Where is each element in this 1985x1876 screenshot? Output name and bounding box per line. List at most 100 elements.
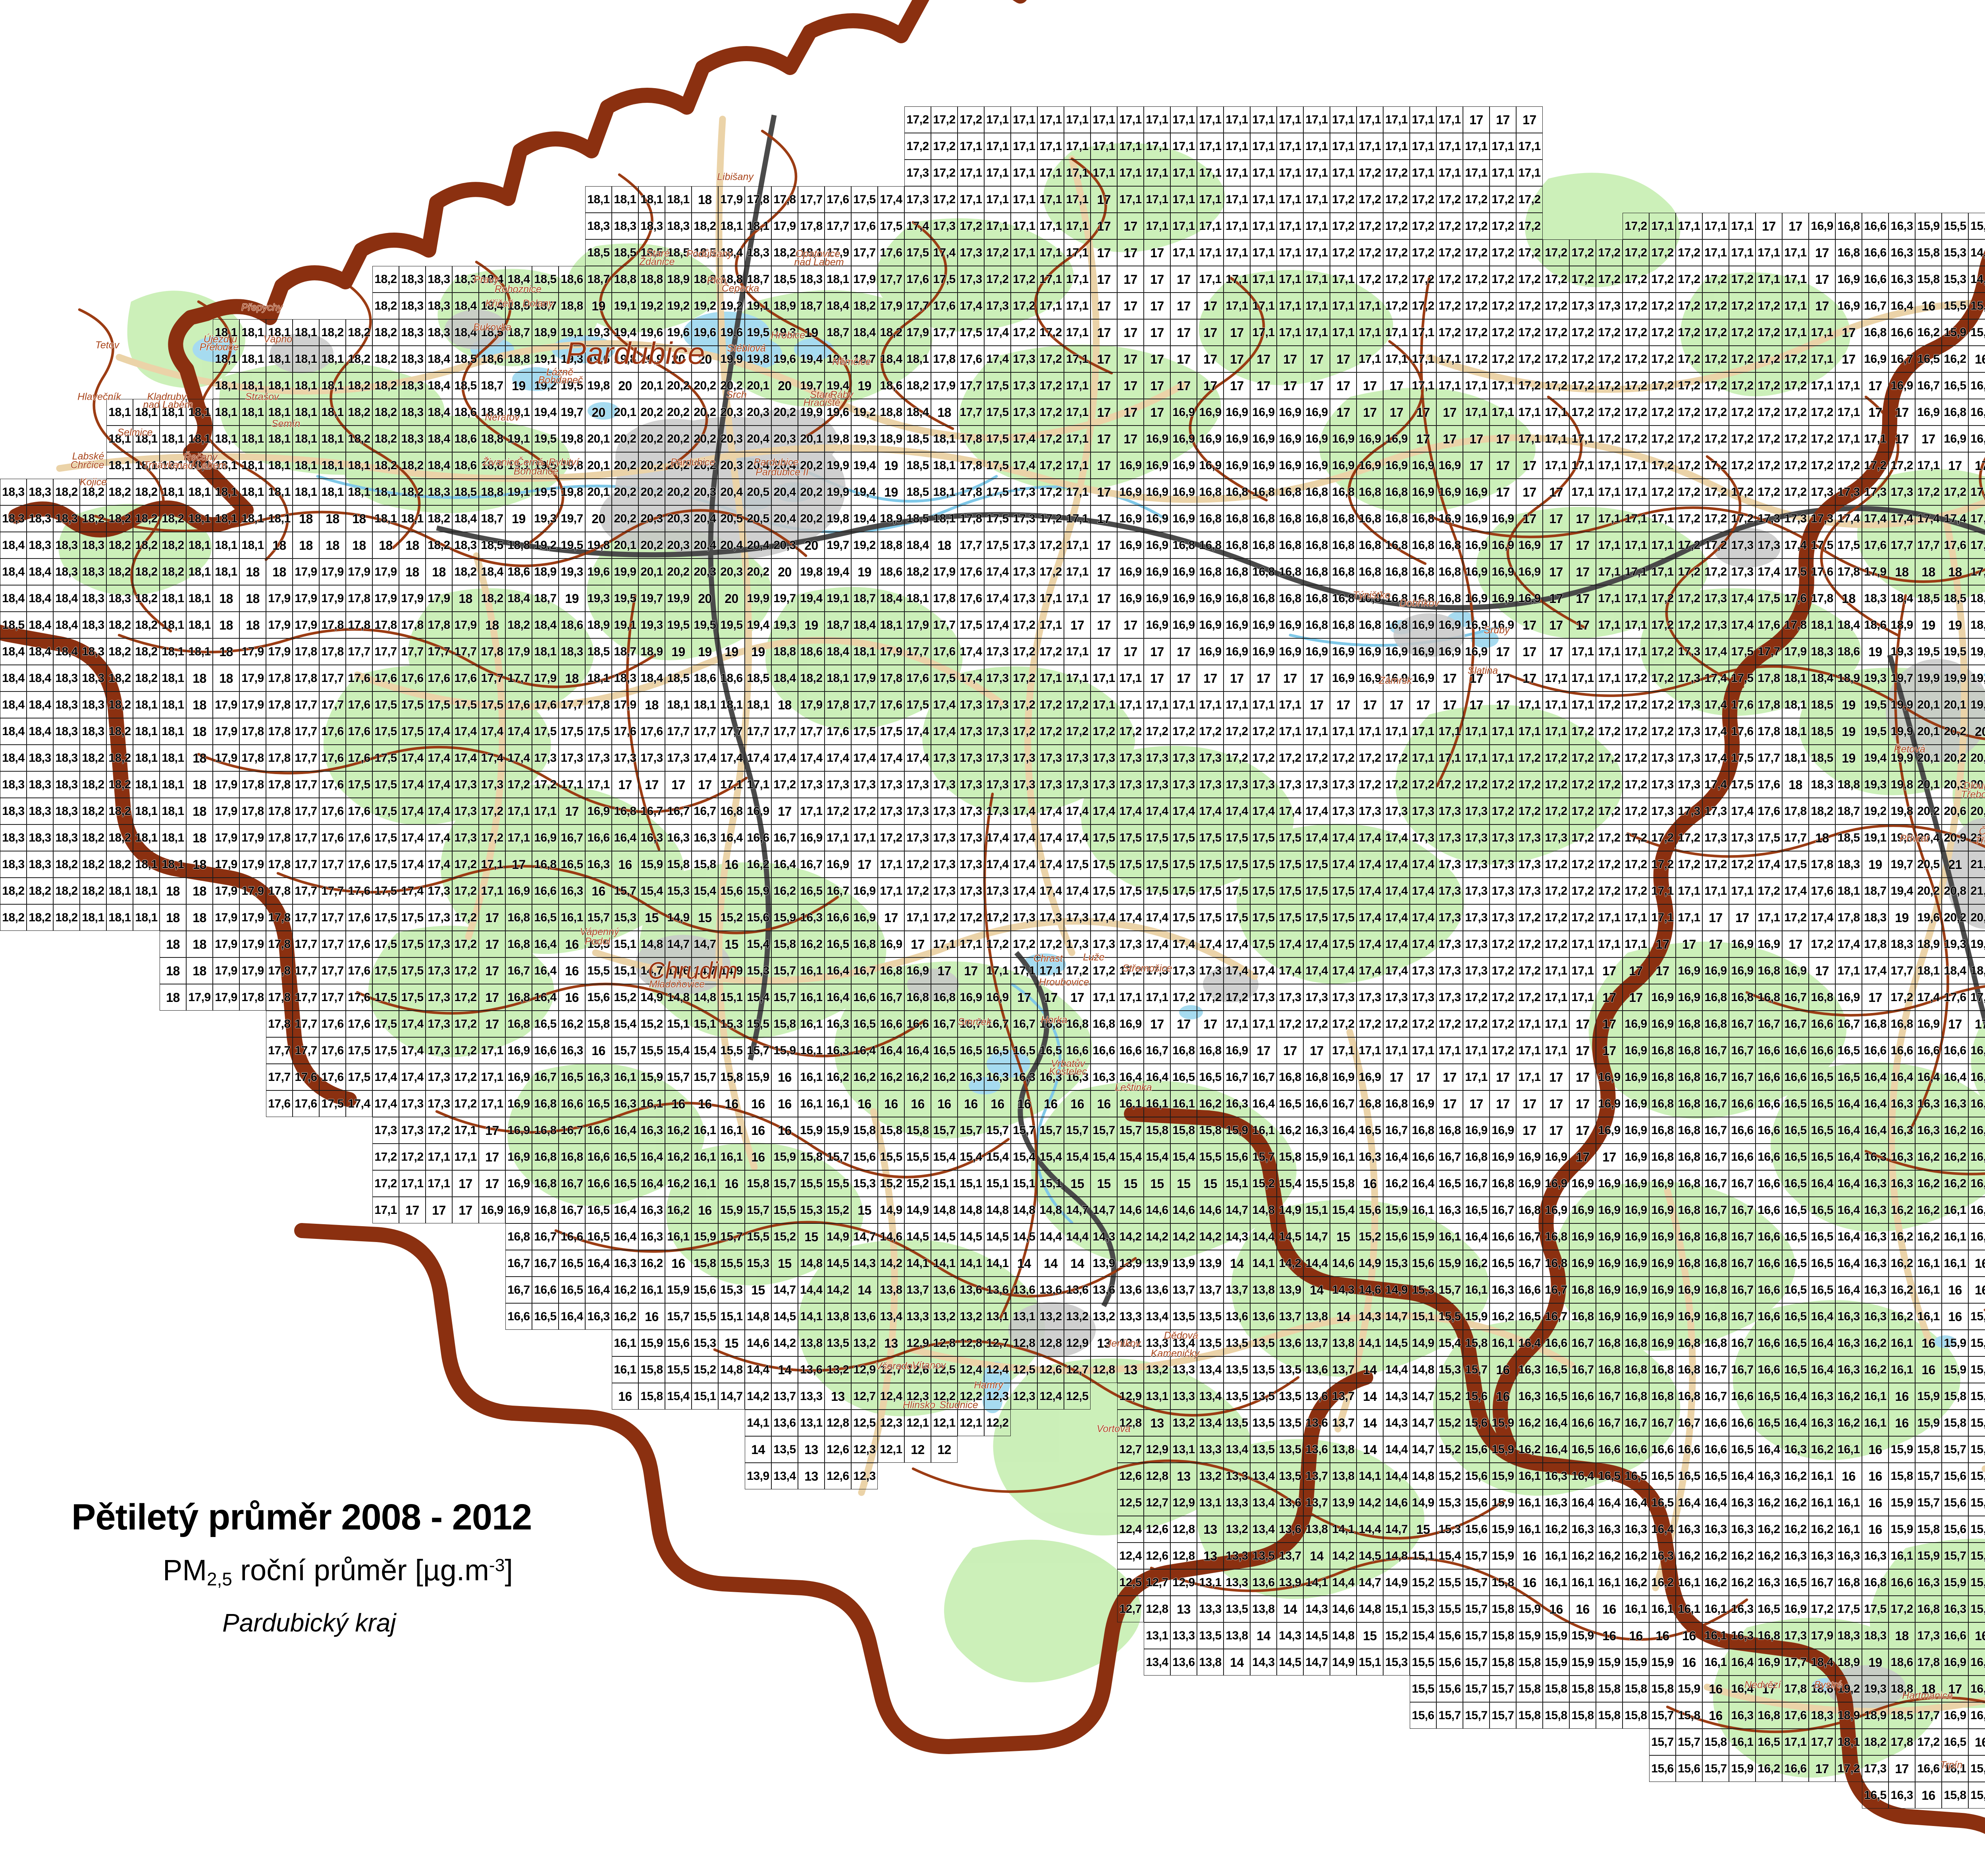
grid-cell[interactable]: 17,3: [1330, 771, 1357, 798]
grid-cell[interactable]: 17,2: [1676, 585, 1702, 612]
grid-cell[interactable]: 17,2: [1862, 452, 1889, 479]
grid-cell[interactable]: 18,1: [931, 452, 958, 479]
grid-cell[interactable]: 16,9: [1436, 479, 1463, 505]
grid-cell[interactable]: 18,4: [0, 718, 27, 745]
grid-cell[interactable]: 17: [1463, 691, 1490, 718]
grid-cell[interactable]: 19,9: [745, 585, 771, 612]
grid-cell[interactable]: 18,4: [532, 612, 559, 638]
grid-cell[interactable]: 20,4: [718, 479, 745, 505]
grid-cell[interactable]: 16,9: [1144, 532, 1170, 559]
grid-cell[interactable]: 17: [1144, 399, 1170, 426]
grid-cell[interactable]: 17,5: [372, 718, 399, 745]
grid-cell[interactable]: 20,3: [665, 505, 692, 532]
grid-cell[interactable]: 17: [1303, 346, 1330, 372]
grid-cell[interactable]: 18,8: [1968, 612, 1985, 638]
grid-cell[interactable]: 17,1: [1224, 186, 1250, 213]
grid-cell[interactable]: 18,3: [27, 479, 53, 505]
grid-cell[interactable]: 17,5: [585, 718, 612, 745]
grid-cell[interactable]: 17,4: [984, 585, 1011, 612]
grid-cell[interactable]: 17,3: [1676, 638, 1702, 665]
grid-cell[interactable]: 17,4: [904, 213, 931, 239]
grid-cell[interactable]: 20,2: [665, 479, 692, 505]
grid-cell[interactable]: 17,6: [931, 638, 958, 665]
grid-cell[interactable]: 16,8: [1250, 585, 1277, 612]
grid-cell[interactable]: 17,8: [319, 612, 346, 638]
grid-cell[interactable]: 17,1: [1197, 213, 1224, 239]
grid-cell[interactable]: 18,7: [532, 585, 559, 612]
grid-cell[interactable]: 17,1: [1436, 106, 1463, 133]
grid-cell[interactable]: 17,1: [1064, 160, 1091, 186]
grid-cell[interactable]: 18,2: [133, 505, 160, 532]
grid-cell[interactable]: 17,9: [612, 691, 638, 718]
grid-cell[interactable]: 17,1: [1303, 160, 1330, 186]
grid-cell[interactable]: 19: [798, 612, 825, 638]
grid-cell[interactable]: 16,9: [1170, 399, 1197, 426]
grid-cell[interactable]: 17,1: [1197, 160, 1224, 186]
grid-cell[interactable]: 18,3: [53, 691, 80, 718]
grid-cell[interactable]: 18,6: [452, 399, 479, 426]
grid-cell[interactable]: 17,1: [1303, 213, 1330, 239]
grid-cell[interactable]: 17,2: [984, 239, 1011, 266]
grid-cell[interactable]: 18,3: [399, 266, 426, 293]
grid-cell[interactable]: 20,6: [1942, 798, 1968, 824]
grid-cell[interactable]: 19,4: [532, 399, 559, 426]
grid-cell[interactable]: 18,4: [479, 266, 505, 293]
grid-cell[interactable]: 17,2: [1569, 771, 1596, 798]
grid-cell[interactable]: 16,9: [1835, 266, 1862, 293]
grid-cell[interactable]: 18,8: [1835, 771, 1862, 798]
grid-cell[interactable]: 18,3: [798, 266, 825, 293]
grid-cell[interactable]: 17,1: [1011, 133, 1037, 160]
grid-cell[interactable]: 17,1: [1064, 638, 1091, 665]
grid-cell[interactable]: 19,3: [585, 319, 612, 346]
grid-cell[interactable]: 18: [479, 612, 505, 638]
grid-cell[interactable]: 18,8: [638, 266, 665, 293]
grid-cell[interactable]: 17,3: [1809, 479, 1835, 505]
grid-cell[interactable]: 18,3: [399, 319, 426, 346]
grid-cell[interactable]: 17,8: [266, 665, 293, 691]
grid-cell[interactable]: 16,8: [1224, 532, 1250, 559]
grid-cell[interactable]: 18,1: [213, 372, 239, 399]
grid-cell[interactable]: 17,4: [1303, 798, 1330, 824]
grid-cell[interactable]: 20,2: [638, 532, 665, 559]
grid-cell[interactable]: 17,1: [1303, 266, 1330, 293]
grid-cell[interactable]: 19,7: [638, 585, 665, 612]
grid-cell[interactable]: 19,3: [638, 612, 665, 638]
grid-cell[interactable]: 16,6: [1862, 266, 1889, 293]
grid-cell[interactable]: 17,2: [1623, 346, 1649, 372]
grid-cell[interactable]: 17: [1357, 691, 1383, 718]
grid-cell[interactable]: 18,1: [213, 505, 239, 532]
grid-cell[interactable]: 17: [1782, 213, 1809, 239]
grid-cell[interactable]: 20,1: [612, 399, 638, 426]
grid-cell[interactable]: 17,3: [452, 771, 479, 798]
grid-cell[interactable]: 17,8: [239, 798, 266, 824]
grid-cell[interactable]: 19,8: [559, 479, 585, 505]
grid-cell[interactable]: 17,2: [1702, 346, 1729, 372]
grid-cell[interactable]: 17,5: [1729, 745, 1756, 771]
grid-cell[interactable]: 17,9: [319, 559, 346, 585]
grid-cell[interactable]: 19: [692, 638, 718, 665]
grid-cell[interactable]: 17: [1091, 399, 1117, 426]
grid-cell[interactable]: 18,2: [106, 691, 133, 718]
grid-cell[interactable]: 16,9: [1835, 293, 1862, 319]
grid-cell[interactable]: 20,2: [665, 559, 692, 585]
grid-cell[interactable]: 20,1: [585, 479, 612, 505]
grid-cell[interactable]: 18,2: [372, 426, 399, 452]
grid-cell[interactable]: 17,2: [1516, 745, 1543, 771]
grid-cell[interactable]: 18,5: [665, 239, 692, 266]
grid-cell[interactable]: 17,5: [399, 691, 426, 718]
grid-cell[interactable]: 17,1: [1516, 399, 1543, 426]
grid-cell[interactable]: 18,1: [213, 346, 239, 372]
grid-cell[interactable]: 17: [1250, 372, 1277, 399]
grid-cell[interactable]: 18,3: [80, 665, 106, 691]
grid-cell[interactable]: 17,1: [532, 798, 559, 824]
grid-cell[interactable]: 17: [1091, 585, 1117, 612]
grid-cell[interactable]: 17: [1224, 319, 1250, 346]
grid-cell[interactable]: 18,3: [399, 426, 426, 452]
grid-cell[interactable]: 19: [1862, 638, 1889, 665]
grid-cell[interactable]: 17,2: [1410, 186, 1436, 213]
grid-cell[interactable]: 17,2: [1037, 505, 1064, 532]
grid-cell[interactable]: 17,1: [1596, 559, 1623, 585]
grid-cell[interactable]: 19,4: [798, 585, 825, 612]
grid-cell[interactable]: 16,9: [1357, 426, 1383, 452]
grid-cell[interactable]: 19,8: [1889, 771, 1915, 798]
